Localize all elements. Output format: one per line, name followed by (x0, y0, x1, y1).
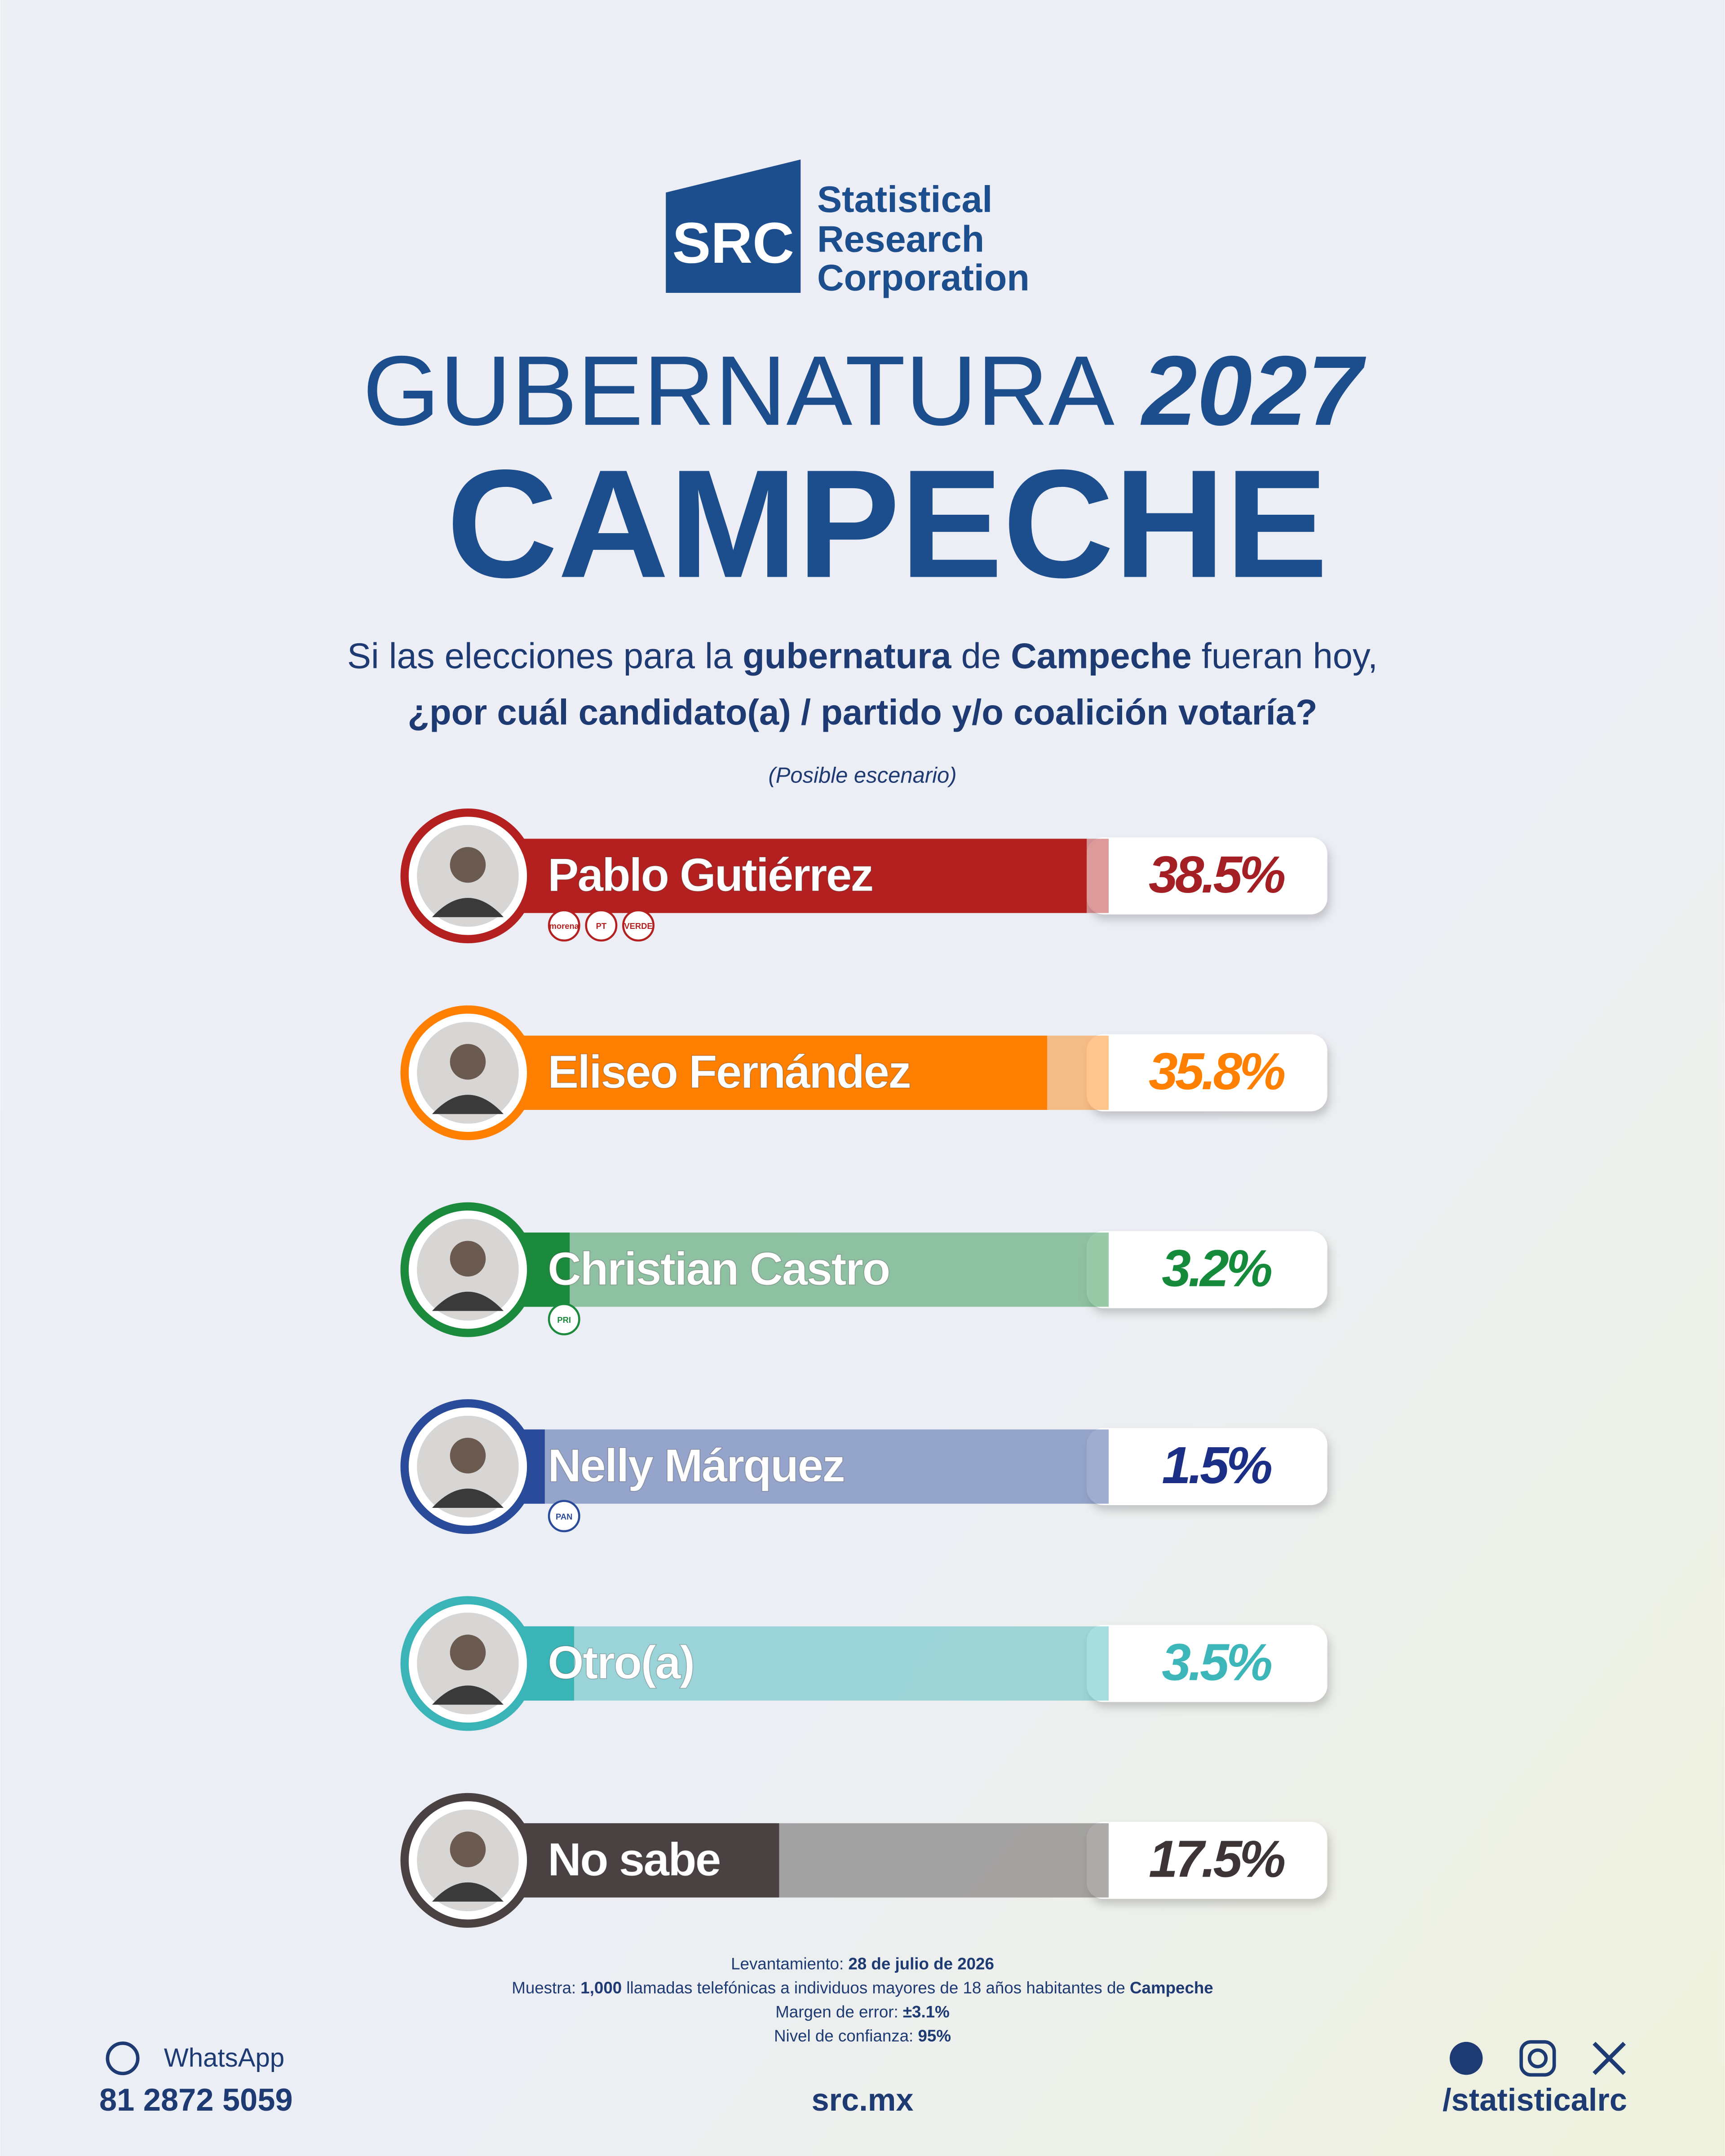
party-badge (548, 1303, 580, 1335)
instagram-icon-lens (1527, 2048, 1548, 2068)
value-label: 3.2% (1162, 1239, 1271, 1298)
avatar-head (450, 1044, 486, 1080)
category-label: Otro(a) (548, 1637, 694, 1689)
value-box (1086, 1625, 1327, 1702)
methodology-part: 28 de julio de 2026 (848, 1954, 994, 1973)
party-label: PT (596, 921, 607, 931)
value-label: 38.5% (1149, 845, 1285, 904)
methodology-line: Levantamiento: 28 de julio de 2026 (731, 1954, 994, 1973)
chart-subtitle: CAMPECHE (447, 437, 1328, 610)
avatar-body (432, 897, 504, 917)
category-label: Pablo Gutiérrez (548, 849, 872, 901)
party-label: morena (549, 921, 579, 931)
bar-track (522, 1626, 1109, 1701)
logo-text: Statistical (817, 178, 992, 220)
category-label: No sabe (548, 1833, 720, 1886)
logo-shape (666, 159, 801, 293)
title-part: 2027 (1140, 335, 1367, 446)
value-box (1086, 1231, 1327, 1308)
bar (522, 839, 1087, 913)
methodology-part: Margen de error: (775, 2002, 903, 2021)
value-label: 1.5% (1162, 1436, 1271, 1494)
party-badge (548, 1500, 580, 1533)
handle: /statisticalrc (1442, 2082, 1627, 2117)
bar-track (522, 1233, 1109, 1307)
question: ¿por cuál candidato(a) / partido y/o coa… (407, 692, 1317, 732)
x-icon[interactable] (1592, 2041, 1626, 2075)
avatar-body (432, 1291, 504, 1311)
value-label: 17.5% (1149, 1830, 1285, 1888)
logo-mark: SRC (672, 211, 794, 275)
methodology-line: Muestra: 1,000 llamadas telefónicas a in… (512, 1979, 1213, 1997)
methodology-line: Nivel de confianza: 95% (774, 2027, 951, 2045)
q-part: de (951, 636, 1011, 676)
value-label: 35.8% (1149, 1042, 1285, 1100)
avatar-body (432, 1685, 504, 1705)
facebook-icon[interactable] (1450, 2041, 1483, 2075)
methodology-part: ±3.1% (903, 2002, 950, 2021)
bar (522, 1035, 1048, 1110)
bar-row: Otro(a) 3.5% (400, 1596, 1327, 1731)
methodology-part: Muestra: (512, 1979, 580, 1997)
party-label: PRI (557, 1315, 571, 1325)
methodology-part: llamadas telefónicas a individuos mayore… (622, 1979, 1130, 1997)
bars: Pablo Gutiérrez 38.5% morena PT VERDE Eliseo … (400, 808, 1327, 1928)
party-label: PAN (556, 1512, 572, 1521)
website[interactable]: src.mx (812, 2082, 914, 2117)
party-badge (585, 909, 618, 942)
methodology-part: 95% (918, 2027, 951, 2045)
avatar-head (450, 1635, 486, 1670)
methodology-part: 1,000 (580, 1979, 622, 1997)
bar-row: Pablo Gutiérrez 38.5% morena PT VERDE (400, 808, 1327, 943)
whatsapp-label: WhatsApp (164, 2043, 284, 2072)
category-label: Christian Castro (548, 1243, 889, 1295)
avatar-body (432, 1489, 504, 1508)
value-box (1086, 837, 1327, 915)
whatsapp-icon (106, 2041, 140, 2076)
q-part: Si las elecciones para la (347, 636, 743, 676)
note: (Posible escenario) (768, 764, 956, 788)
logo-text: Research (817, 218, 984, 260)
avatar-head (450, 1437, 486, 1474)
party-badge (622, 909, 655, 942)
avatar-body (432, 1095, 504, 1114)
q-part: Campeche (1011, 636, 1191, 676)
bar-row: No sabe 17.5% (400, 1793, 1327, 1928)
logo-text: Corporation (817, 256, 1030, 298)
value-box (1086, 1822, 1327, 1899)
value-label: 3.5% (1162, 1633, 1271, 1691)
instagram-icon[interactable] (1519, 2040, 1556, 2077)
bar-row: Eliseo Fernández 35.8% (400, 1005, 1327, 1140)
category-label: Nelly Márquez (548, 1440, 844, 1492)
q-part: fueran hoy, (1192, 636, 1378, 676)
methodology-part: Levantamiento: (731, 1954, 848, 1973)
q-part: gubernatura (743, 636, 951, 676)
avatar-head (450, 847, 486, 883)
title-part: GUBERNATURA (363, 335, 1114, 446)
phone: 81 2872 5059 (99, 2082, 293, 2117)
methodology-part: Nivel de confianza: (774, 2027, 918, 2045)
avatar-body (432, 1882, 504, 1902)
methodology-part: Campeche (1130, 1979, 1213, 1997)
value-box (1086, 1034, 1327, 1112)
bar-row: Nelly Márquez 1.5% PAN (400, 1399, 1327, 1534)
chart-title: GUBERNATURA 2027 (363, 335, 1366, 446)
methodology: Levantamiento: 28 de julio de 2026 Muestr… (512, 1954, 1213, 2045)
bar-track (522, 1429, 1109, 1504)
category-label: Eliseo Fernández (548, 1046, 910, 1098)
methodology-line: Margen de error: ±3.1% (775, 2002, 950, 2021)
party-badge (548, 909, 580, 942)
question: Si las elecciones para la gubernatura de… (347, 636, 1378, 676)
bar-row: Christian Castro 3.2% PRI (400, 1202, 1327, 1337)
avatar-head (450, 1241, 486, 1277)
party-label: VERDE (624, 921, 652, 931)
bar (522, 1823, 779, 1898)
value-box (1086, 1428, 1327, 1505)
avatar-head (450, 1831, 486, 1868)
